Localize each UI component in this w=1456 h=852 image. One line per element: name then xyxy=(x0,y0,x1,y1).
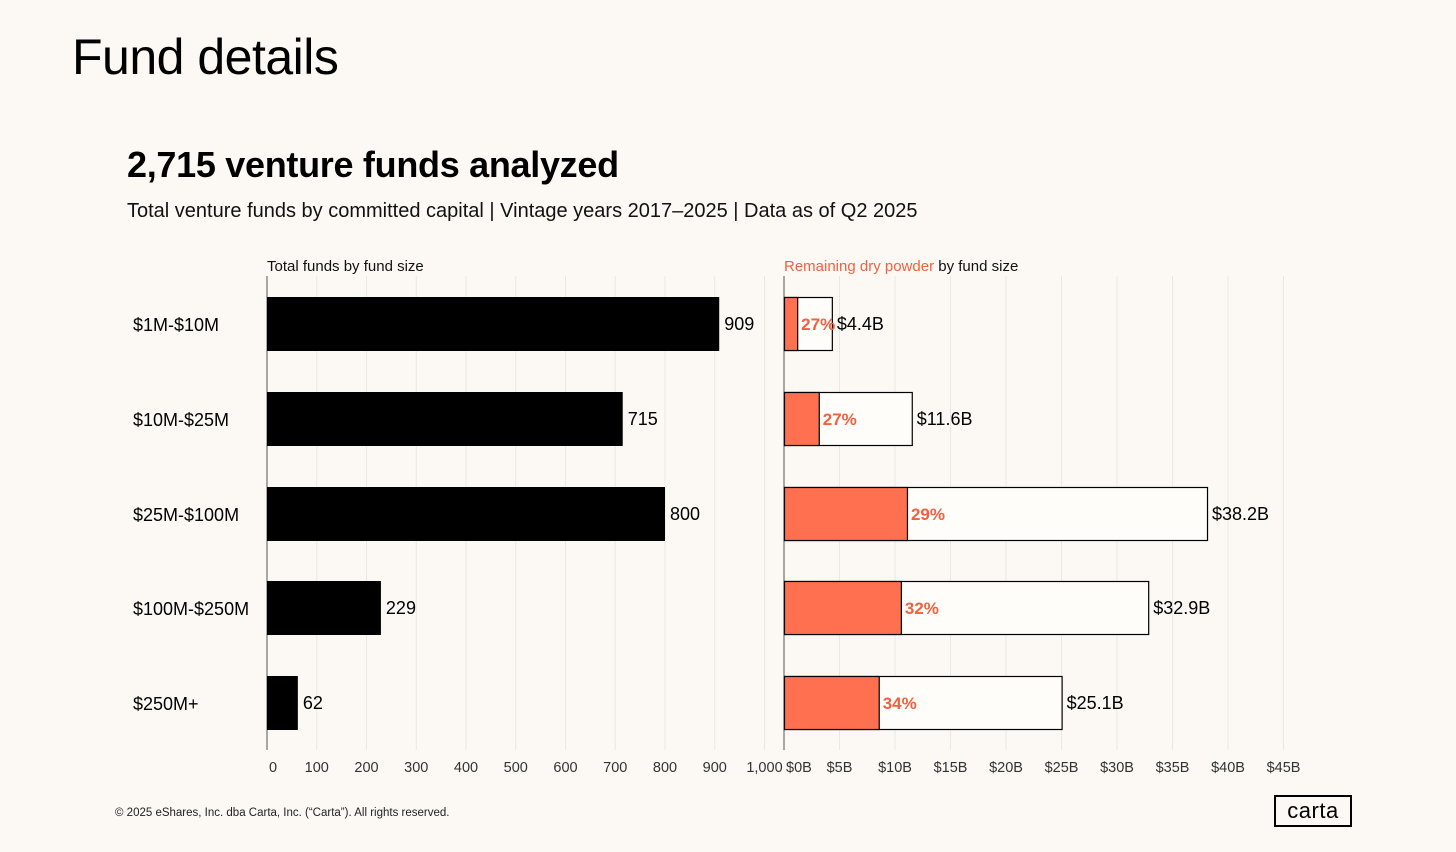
right-x-tick-label: $20B xyxy=(989,760,1023,776)
fund-count-bar xyxy=(267,581,381,635)
category-label: $100M-$250M xyxy=(133,599,249,619)
total-capital-label: $11.6B xyxy=(917,409,973,429)
fund-count-bar xyxy=(267,392,623,446)
carta-logo: carta xyxy=(1274,795,1352,827)
fund-count-label: 62 xyxy=(303,693,323,713)
chart-headline: 2,715 venture funds analyzed xyxy=(127,144,619,185)
right-x-tick-label: $35B xyxy=(1156,760,1190,776)
left-x-tick-label: 200 xyxy=(354,760,378,776)
page-title: Fund details xyxy=(72,29,339,85)
dry-powder-bar xyxy=(783,580,902,636)
dry-powder-bar xyxy=(783,486,909,542)
right-x-tick-label: $15B xyxy=(934,760,968,776)
fund-count-bar xyxy=(267,676,298,730)
total-capital-label: $38.2B xyxy=(1212,504,1269,524)
fund-count-label: 909 xyxy=(724,314,754,334)
fund-count-bar xyxy=(267,487,665,541)
fund-count-label: 800 xyxy=(670,504,700,524)
copyright-footer: © 2025 eShares, Inc. dba Carta, Inc. (“C… xyxy=(115,807,450,819)
right-x-tick-label: $40B xyxy=(1211,760,1245,776)
left-x-tick-label: 1,000 xyxy=(746,760,782,776)
right-x-tick-label: $45B xyxy=(1267,760,1301,776)
left-x-tick-label: 700 xyxy=(603,760,627,776)
dry-powder-pct-label: 32% xyxy=(905,599,939,618)
dry-powder-bar xyxy=(783,296,799,352)
left-x-tick-label: 400 xyxy=(454,760,478,776)
left-x-tick-label: 300 xyxy=(404,760,428,776)
total-capital-label: $32.9B xyxy=(1153,598,1210,618)
dry-powder-bar xyxy=(783,675,880,731)
left-panel-title: Total funds by fund size xyxy=(267,258,424,275)
right-x-tick-label: $10B xyxy=(878,760,912,776)
category-label: $25M-$100M xyxy=(133,505,239,525)
fund-count-label: 229 xyxy=(386,598,416,618)
left-x-tick-label: 600 xyxy=(553,760,577,776)
left-x-tick-label: 500 xyxy=(504,760,528,776)
left-x-tick-label: 0 xyxy=(269,760,277,776)
category-label: $10M-$25M xyxy=(133,410,229,430)
chart-subtitle: Total venture funds by committed capital… xyxy=(127,200,918,222)
right-panel-title-highlight: Remaining dry powder xyxy=(784,258,934,275)
category-label: $1M-$10M xyxy=(133,315,219,335)
left-x-tick-label: 800 xyxy=(653,760,677,776)
right-panel-title: Remaining dry powder by fund size xyxy=(784,258,1018,275)
left-x-tick-label: 900 xyxy=(703,760,727,776)
dry-powder-bar xyxy=(783,391,820,447)
category-label: $250M+ xyxy=(133,694,199,714)
total-capital-label: $4.4B xyxy=(837,314,884,334)
dry-powder-pct-label: 27% xyxy=(823,410,857,429)
dry-powder-pct-label: 29% xyxy=(911,505,945,524)
right-x-tick-label: $0B xyxy=(786,760,812,776)
fund-count-label: 715 xyxy=(628,409,658,429)
right-x-tick-label: $25B xyxy=(1045,760,1079,776)
total-capital-label: $25.1B xyxy=(1067,693,1124,713)
fund-count-bar xyxy=(267,297,720,351)
right-panel-title-rest: by fund size xyxy=(934,258,1018,275)
right-x-tick-label: $5B xyxy=(827,760,853,776)
left-x-tick-label: 100 xyxy=(305,760,329,776)
dry-powder-pct-label: 27% xyxy=(801,315,835,334)
right-x-tick-label: $30B xyxy=(1100,760,1134,776)
dry-powder-pct-label: 34% xyxy=(883,694,917,713)
